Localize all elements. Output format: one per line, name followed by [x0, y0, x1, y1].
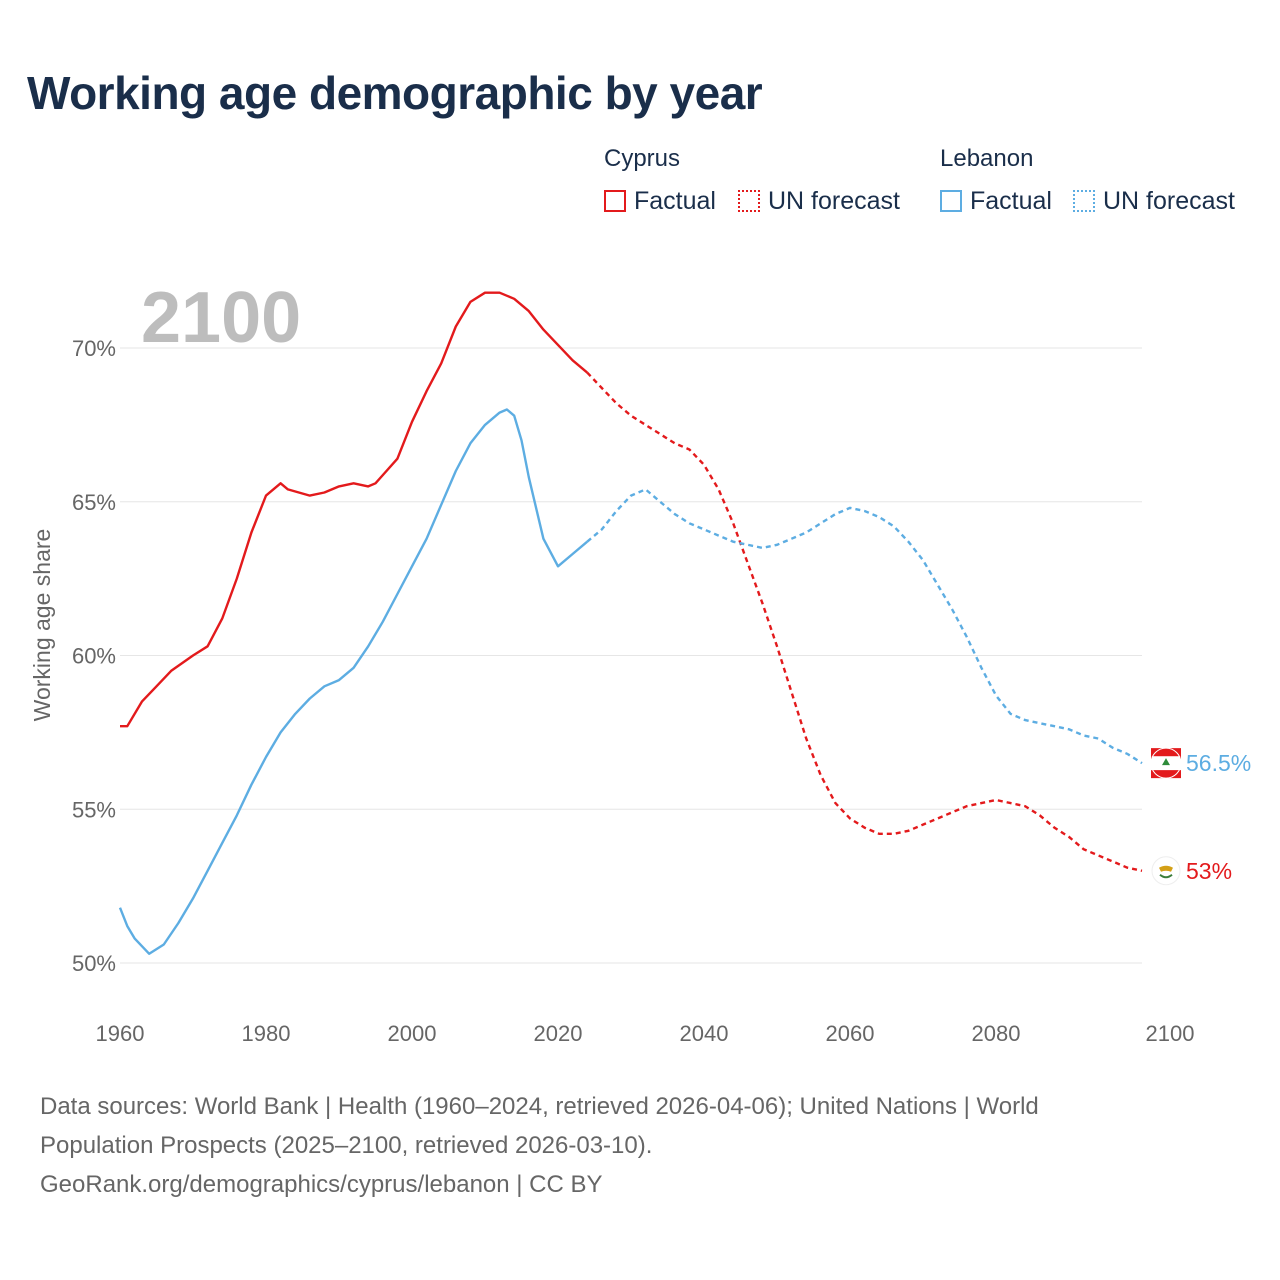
chart-title: Working age demographic by year: [27, 67, 763, 119]
y-tick-label: 55%: [72, 797, 116, 822]
legend-swatch-solid-icon: [940, 190, 962, 212]
lebanon-factual-line: [118, 408, 588, 955]
legend-swatch-solid-icon: [604, 190, 626, 212]
cyprus-factual-line: [120, 291, 588, 728]
legend-cyprus-factual[interactable]: Factual: [604, 186, 716, 216]
legend-group-lebanon: Lebanon: [940, 145, 1034, 172]
legend-swatch-dotted-icon: [738, 190, 760, 212]
gridlines: [120, 347, 1142, 964]
sources-line-2: Population Prospects (2025–2100, retriev…: [40, 1132, 653, 1159]
x-tick-label: 2080: [972, 1021, 1021, 1046]
x-tick-label: 2000: [388, 1021, 437, 1046]
sources-line-1: Data sources: World Bank | Health (1960–…: [40, 1093, 1039, 1120]
legend-cyprus-forecast[interactable]: UN forecast: [738, 186, 900, 216]
legend-label: UN forecast: [768, 186, 900, 215]
series-lines: [118, 291, 1143, 955]
line-chart: 2100 50% 55% 60% 65% 70% 1960 1980 2000 2020 204…: [29, 278, 1251, 1046]
y-axis-ticks: 50% 55% 60% 65% 70%: [72, 336, 116, 976]
cyprus-forecast-line: [586, 371, 1143, 872]
x-tick-label: 2060: [826, 1021, 875, 1046]
legend-label: Factual: [634, 186, 716, 215]
current-year-watermark: 2100: [141, 278, 301, 358]
cyprus-flag-icon: [1151, 856, 1181, 886]
y-axis-label: Working age share: [29, 529, 55, 722]
lebanon-forecast-line: [586, 488, 1143, 765]
x-tick-label: 1960: [96, 1021, 145, 1046]
legend-lebanon-factual[interactable]: Factual: [940, 186, 1052, 216]
legend-label: Factual: [970, 186, 1052, 215]
x-axis-ticks: 1960 1980 2000 2020 2040 2060 2080 2100: [96, 1021, 1195, 1046]
y-tick-label: 60%: [72, 644, 116, 669]
data-sources: Data sources: World Bank | Health (1960–…: [40, 1087, 1240, 1204]
y-tick-label: 65%: [72, 490, 116, 515]
x-tick-label: 2100: [1146, 1021, 1195, 1046]
legend-swatch-dotted-icon: [1073, 190, 1095, 212]
y-tick-label: 50%: [72, 951, 116, 976]
cyprus-end-value-label: 53%: [1186, 858, 1232, 884]
y-tick-label: 70%: [72, 336, 116, 361]
lebanon-end-value-label: 56.5%: [1186, 750, 1251, 776]
legend-label: UN forecast: [1103, 186, 1235, 215]
sources-line-3[interactable]: GeoRank.org/demographics/cyprus/lebanon …: [40, 1171, 603, 1198]
lebanon-flag-icon: [1150, 747, 1182, 779]
x-tick-label: 1980: [242, 1021, 291, 1046]
legend-lebanon-forecast[interactable]: UN forecast: [1073, 186, 1235, 216]
end-markers: 53% 56.5%: [1150, 747, 1251, 886]
legend-group-cyprus: Cyprus: [604, 145, 681, 172]
x-tick-label: 2020: [534, 1021, 583, 1046]
x-tick-label: 2040: [680, 1021, 729, 1046]
